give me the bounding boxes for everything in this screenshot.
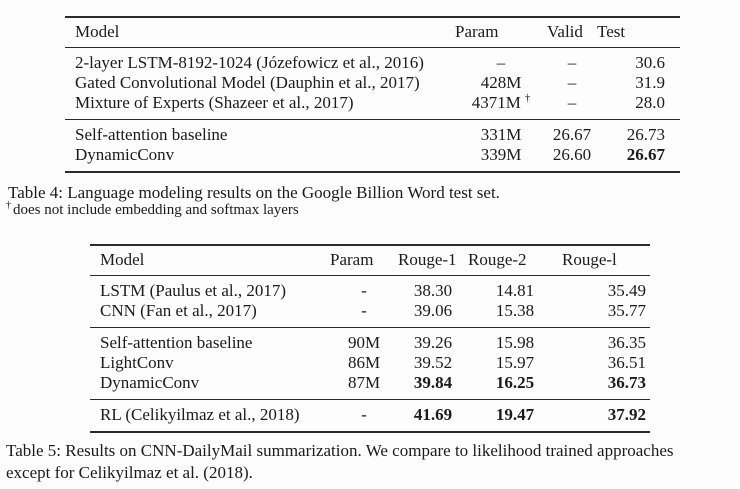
table-4-group-ours: Self-attention baseline 331M 26.67 26.73… <box>65 119 680 173</box>
cell-rouge2: 14.81 <box>495 281 535 300</box>
cell-rougel: 36.35 <box>607 333 646 352</box>
cell-param: - <box>361 281 367 300</box>
cell-param: 4371M † <box>455 93 547 120</box>
cell-rouge1: 39.26 <box>413 333 453 352</box>
cell-param: - <box>361 301 367 320</box>
table-row: CNN (Fan et al., 2017) - 39.06 15.38 35.… <box>90 301 650 328</box>
table-summarization: Model Param Rouge-1 Rouge-2 Rouge-l LSTM… <box>90 244 650 433</box>
column-header-model: Model <box>75 22 120 41</box>
cell-rougel-best: 37.92 <box>607 405 646 424</box>
cell-param: 90M <box>347 333 381 352</box>
cell-valid: – <box>567 93 577 112</box>
cell-rouge2: 15.38 <box>495 301 535 320</box>
column-header-model: Model <box>100 250 145 269</box>
dagger-icon: † <box>6 200 11 211</box>
table-row: LSTM (Paulus et al., 2017) - 38.30 14.81… <box>90 276 650 302</box>
cell-valid: – <box>567 53 577 72</box>
column-header-rouge1: Rouge-1 <box>398 250 457 269</box>
table-row: Gated Convolutional Model (Dauphin et al… <box>65 73 680 93</box>
param-value: 4371M <box>471 93 521 112</box>
cell-model: Self-attention baseline <box>75 125 228 144</box>
table-4-caption: Table 4: Language modeling results on th… <box>8 183 500 202</box>
cell-rouge1: 39.06 <box>413 301 453 320</box>
table-row: Self-attention baseline 90M 39.26 15.98 … <box>90 328 650 354</box>
cell-rougel: 35.77 <box>607 301 646 320</box>
table-5-caption: Table 5: Results on CNN-DailyMail summar… <box>6 441 674 482</box>
column-header-param: Param <box>330 250 374 269</box>
cell-model: Gated Convolutional Model (Dauphin et al… <box>75 73 420 92</box>
cell-test: 28.0 <box>635 93 665 112</box>
column-header-rougel: Rouge-l <box>562 250 617 269</box>
cell-test-best: 26.67 <box>626 145 665 164</box>
column-header-valid: Valid <box>547 22 583 41</box>
cell-param: 86M <box>347 353 381 372</box>
cell-test: 26.73 <box>626 125 665 144</box>
cell-valid: 26.67 <box>552 125 592 144</box>
table-5-header: Model Param Rouge-1 Rouge-2 Rouge-l <box>90 245 650 276</box>
table-4-group-baselines: 2-layer LSTM-8192-1024 (Józefowicz et al… <box>65 47 680 120</box>
table-row: DynamicConv 339M 26.60 26.67 <box>65 145 680 172</box>
cell-param: 87M <box>347 373 381 392</box>
cell-rouge2: 15.98 <box>495 333 535 352</box>
table-row: LightConv 86M 39.52 15.97 36.51 <box>90 353 650 373</box>
cell-model: Mixture of Experts (Shazeer et al., 2017… <box>75 93 354 112</box>
cell-param: – <box>496 53 506 72</box>
cell-rougel: 35.49 <box>607 281 646 300</box>
cell-rouge1: 38.30 <box>413 281 453 300</box>
cell-rouge1-best: 41.69 <box>413 405 453 424</box>
cell-model: LSTM (Paulus et al., 2017) <box>100 281 287 300</box>
cell-rougel: 36.51 <box>607 353 646 372</box>
table-row: RL (Celikyilmaz et al., 2018) - 41.69 19… <box>90 400 650 433</box>
cell-rouge2-best: 19.47 <box>495 405 535 424</box>
dagger-icon: † <box>524 92 531 105</box>
table-row: Mixture of Experts (Shazeer et al., 2017… <box>65 93 680 120</box>
cell-test: 31.9 <box>635 73 665 92</box>
cell-rouge1-best: 39.84 <box>413 373 453 392</box>
table-header-row: Model Param Rouge-1 Rouge-2 Rouge-l <box>90 245 650 276</box>
cell-rougel-best: 36.73 <box>607 373 646 392</box>
table-row: 2-layer LSTM-8192-1024 (Józefowicz et al… <box>65 48 680 74</box>
cell-rouge2-best: 16.25 <box>495 373 535 392</box>
table-5-group-prior: LSTM (Paulus et al., 2017) - 38.30 14.81… <box>90 275 650 328</box>
table-5-group-rl: RL (Celikyilmaz et al., 2018) - 41.69 19… <box>90 399 650 433</box>
cell-param: 331M <box>480 125 522 144</box>
cell-rouge1: 39.52 <box>413 353 453 372</box>
cell-test: 30.6 <box>635 53 665 72</box>
column-header-param: Param <box>455 22 499 41</box>
cell-valid: 26.60 <box>552 145 592 164</box>
table-4-header: Model Param Valid Test <box>65 17 680 48</box>
cell-valid: – <box>567 73 577 92</box>
cell-model: DynamicConv <box>100 373 200 392</box>
column-header-rouge2: Rouge-2 <box>468 250 527 269</box>
footnote-text: does not include embedding and softmax l… <box>13 202 299 218</box>
cell-model: LightConv <box>100 353 174 372</box>
cell-param: - <box>361 405 367 424</box>
table-language-modeling: Model Param Valid Test 2-layer LSTM-8192… <box>65 16 680 173</box>
table-5-group-ours: Self-attention baseline 90M 39.26 15.98 … <box>90 327 650 400</box>
column-header-test: Test <box>597 22 626 41</box>
cell-model: 2-layer LSTM-8192-1024 (Józefowicz et al… <box>75 53 424 72</box>
cell-param: 428M <box>480 73 522 92</box>
cell-model: DynamicConv <box>75 145 175 164</box>
cell-rouge2: 15.97 <box>495 353 535 372</box>
table-header-row: Model Param Valid Test <box>65 17 680 48</box>
cell-model: RL (Celikyilmaz et al., 2018) <box>100 405 300 424</box>
table-row: DynamicConv 87M 39.84 16.25 36.73 <box>90 373 650 400</box>
cell-param: 339M <box>480 145 522 164</box>
cell-model: Self-attention baseline <box>100 333 253 352</box>
table-row: Self-attention baseline 331M 26.67 26.73 <box>65 120 680 146</box>
cell-model: CNN (Fan et al., 2017) <box>100 301 257 320</box>
table-4-footnote: † does not include embedding and softmax … <box>6 201 299 220</box>
